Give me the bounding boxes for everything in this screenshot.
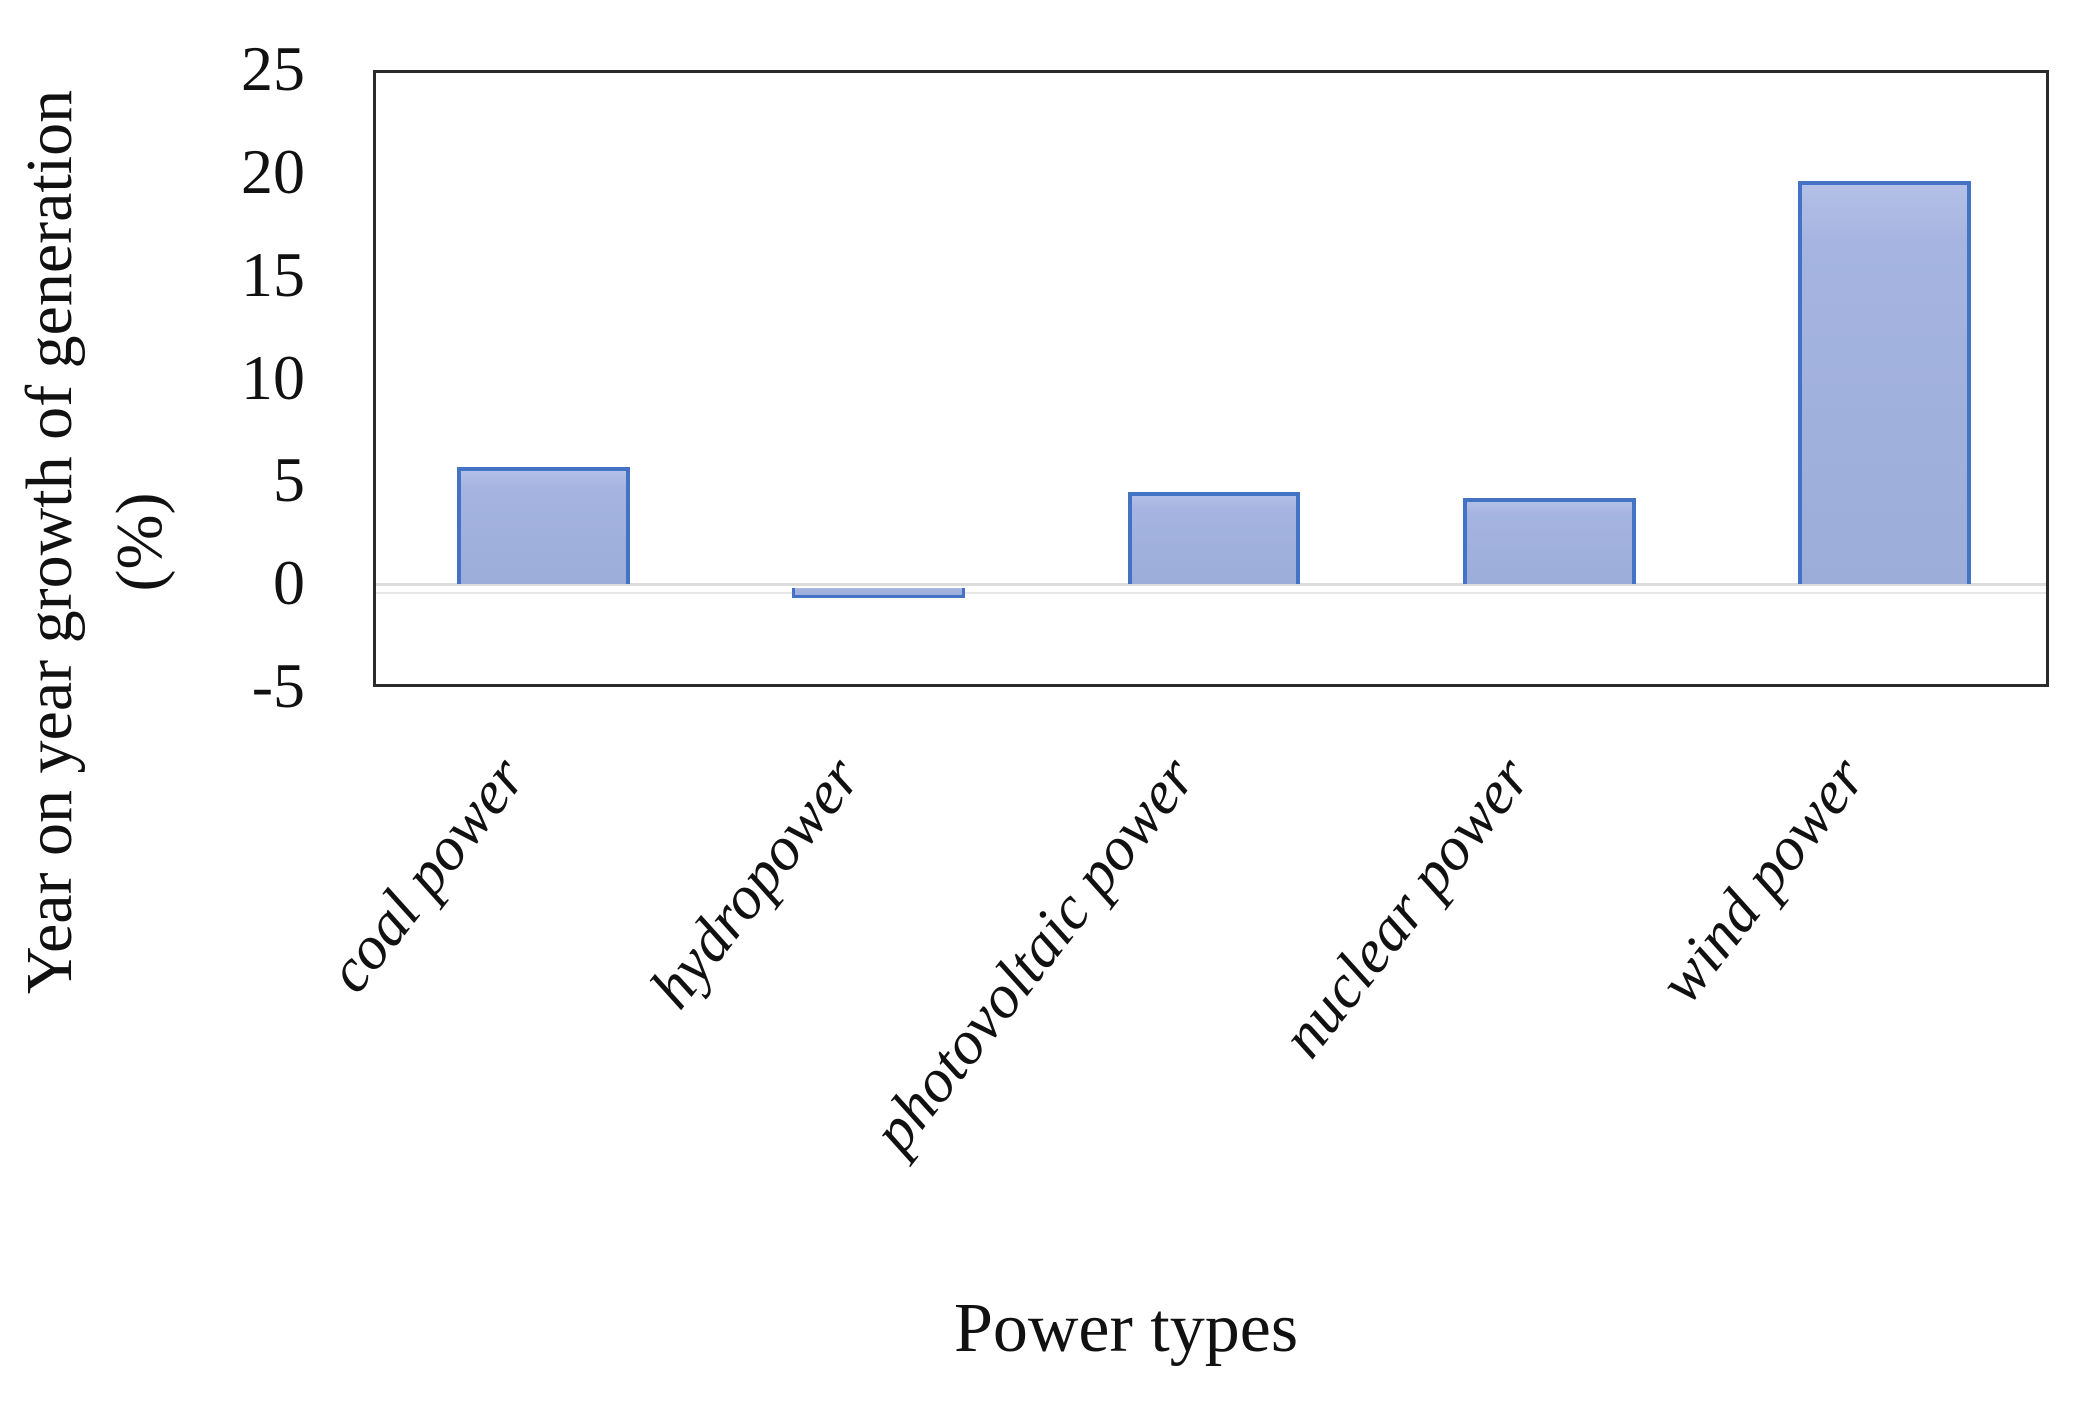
y-tick-label-25: 25	[241, 33, 305, 104]
y-tick-label-10: 10	[241, 341, 305, 413]
y-tick-label--5: -5	[251, 650, 305, 721]
y-axis-title-line1: Year on year growth of generation	[13, 89, 86, 995]
plot-area	[373, 70, 2049, 687]
zero-gridline	[376, 583, 2046, 594]
y-tick-label-15: 15	[241, 238, 305, 310]
y-tick-label-0: 0	[273, 547, 305, 619]
bar-hydropower	[792, 588, 966, 599]
y-tick-label-5: 5	[273, 444, 305, 516]
y-tick-label-20: 20	[241, 135, 305, 207]
bar-nuclear-power	[1462, 497, 1636, 585]
bar-photovoltaic-power	[1127, 491, 1301, 585]
bar-coal-power	[457, 466, 630, 585]
bar-wind-power	[1798, 181, 1971, 585]
x-axis-title: Power types	[953, 1290, 1299, 1367]
